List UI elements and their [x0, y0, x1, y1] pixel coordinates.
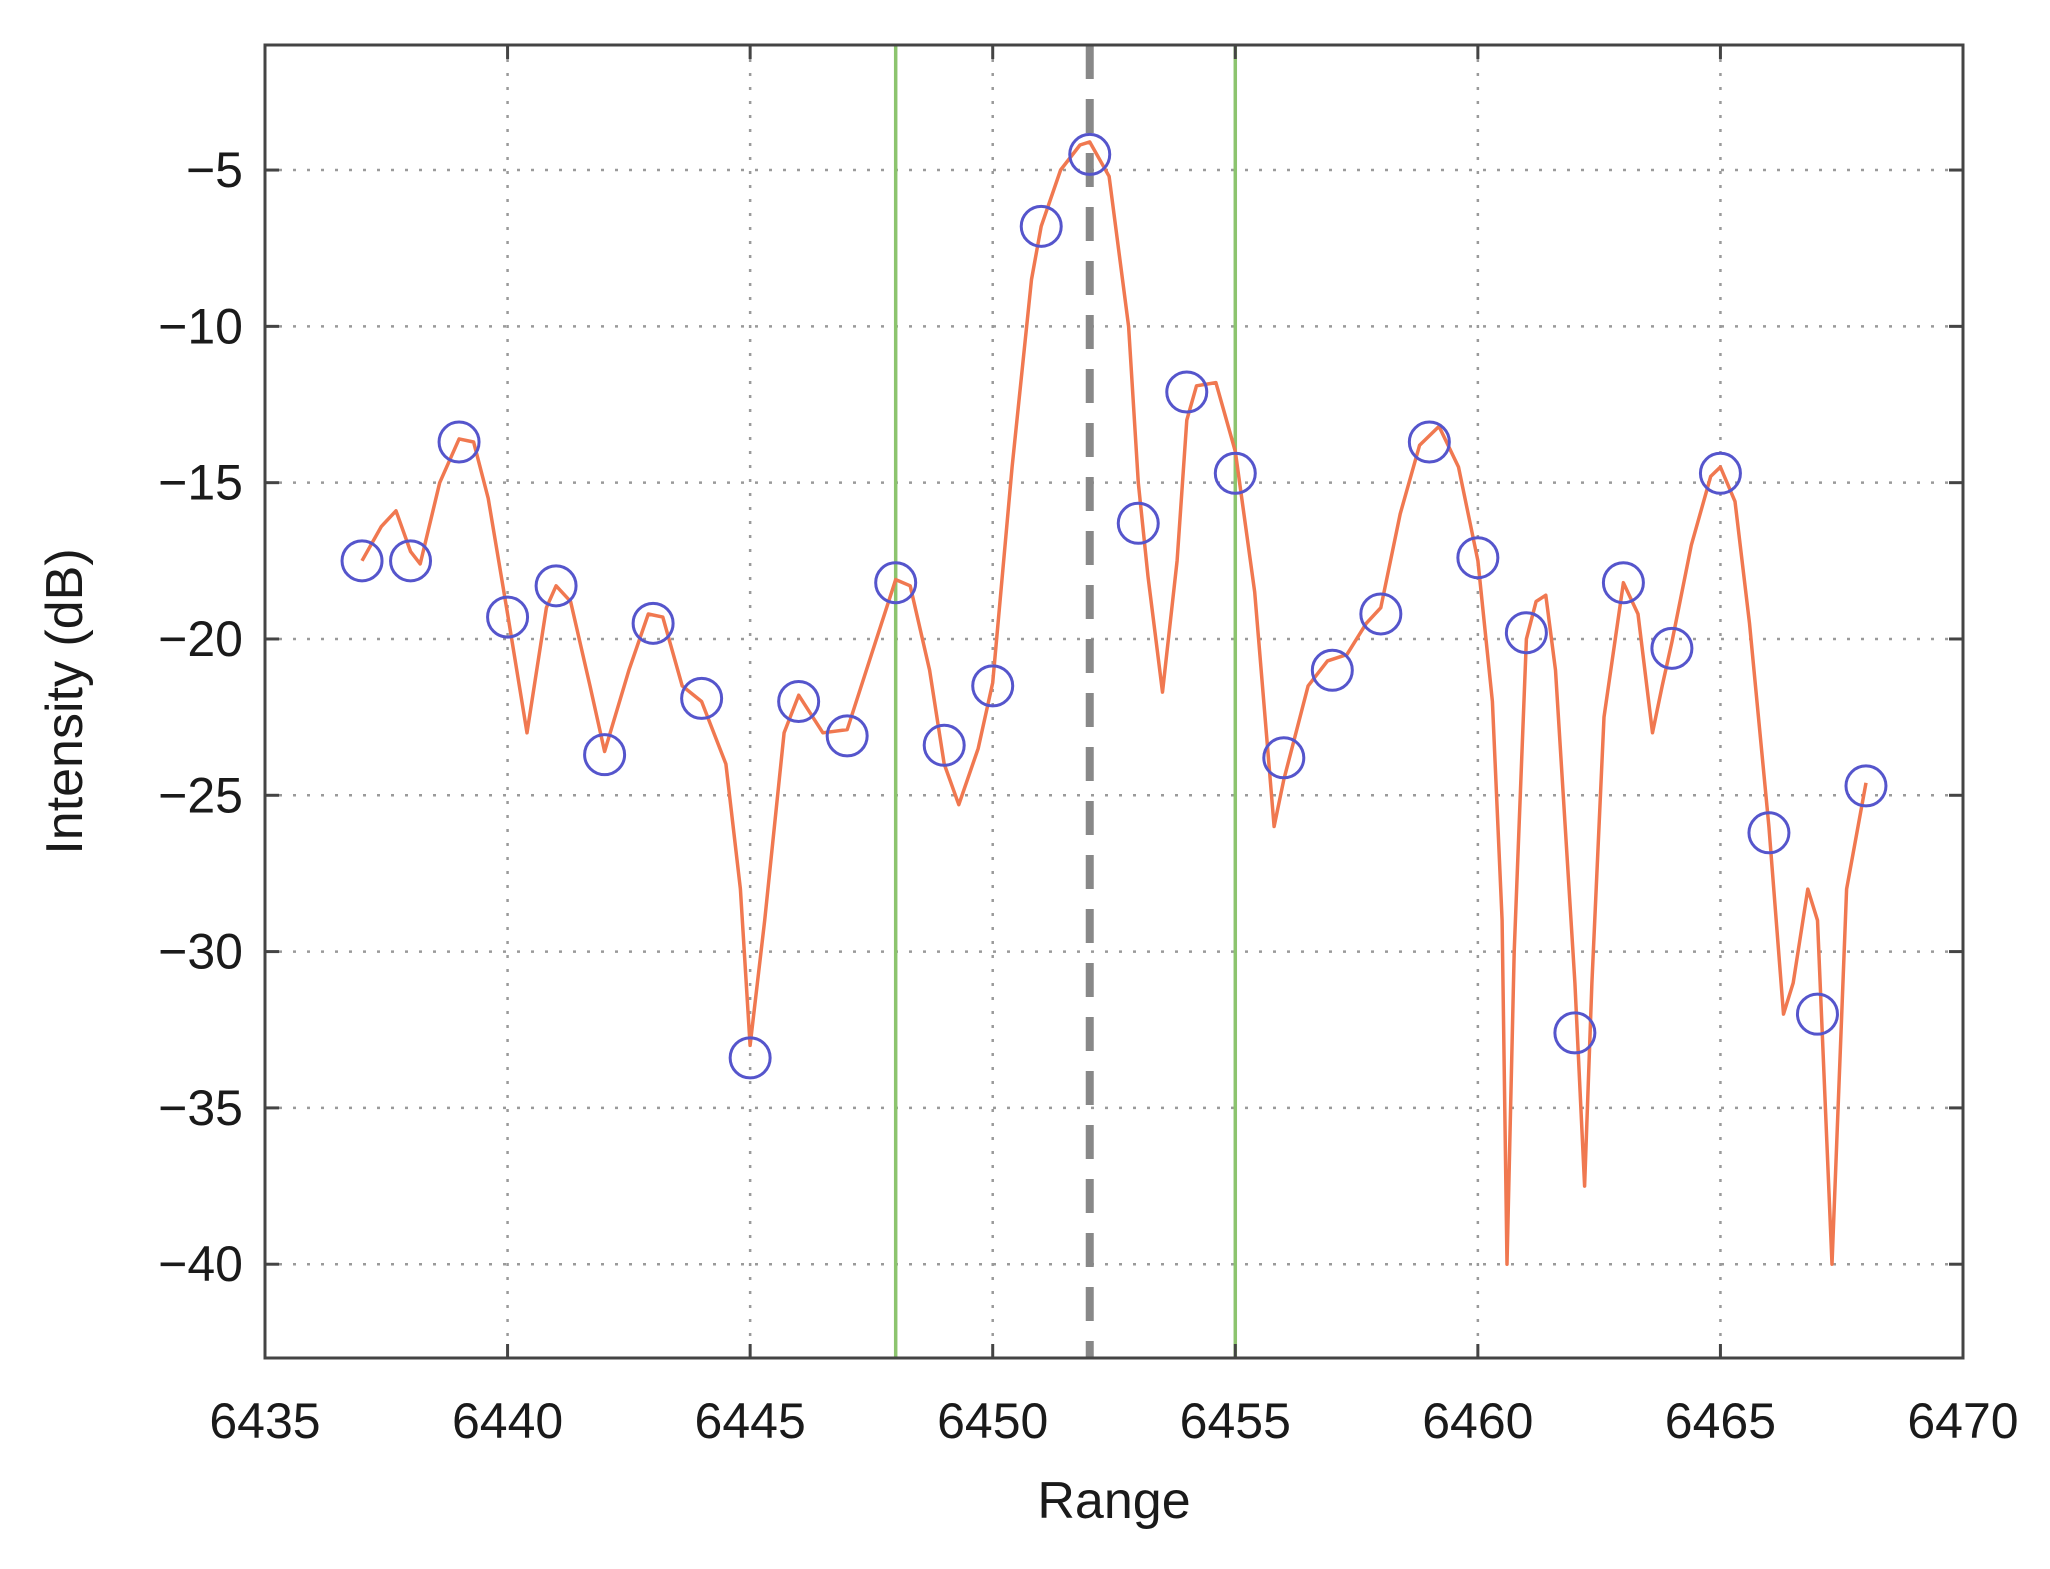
sample-point-marker [825, 714, 869, 758]
x-tick-label: 6455 [1180, 1393, 1291, 1449]
sample-point-marker [534, 564, 578, 608]
sample-point-marker [1601, 561, 1645, 605]
y-tick-label: −35 [158, 1080, 243, 1136]
sample-point-marker [1504, 611, 1548, 655]
sample-point-marker [1553, 1011, 1597, 1055]
axes-frame [263, 43, 1965, 1360]
interpolated-signal-line [360, 140, 1868, 1266]
sample-point-marker [1019, 204, 1063, 248]
sample-point-marker [1310, 648, 1354, 692]
sample-point-marker [1698, 451, 1742, 495]
y-tick-label: −5 [186, 142, 243, 198]
sample-point-marker [1747, 811, 1791, 855]
signal-line-layer [360, 140, 1868, 1266]
sample-point-marker [680, 676, 724, 720]
y-tick-label: −25 [158, 767, 243, 823]
sample-point-marker [631, 601, 675, 645]
reference-lines [893, 45, 1238, 1358]
sample-point-marker [1359, 592, 1403, 636]
sample-point-marker [874, 561, 918, 605]
sample-point-marker [971, 664, 1015, 708]
sample-point-marker [1795, 992, 1839, 1036]
grid-layer [265, 45, 1963, 1358]
sample-point-marker [1213, 451, 1257, 495]
sample-point-marker [583, 733, 627, 777]
sample-point-marker [1407, 420, 1451, 464]
sample-point-marker [1456, 536, 1500, 580]
x-axis-title: Range [1037, 1472, 1190, 1530]
sample-point-marker [922, 723, 966, 767]
sample-markers [340, 132, 1888, 1080]
x-tick-label: 6435 [209, 1393, 320, 1449]
x-tick-label: 6445 [695, 1393, 806, 1449]
x-tick-label: 6460 [1422, 1393, 1533, 1449]
x-tick-label: 6450 [937, 1393, 1048, 1449]
x-tick-label: 6440 [452, 1393, 563, 1449]
y-tick-label: −15 [158, 455, 243, 511]
sample-point-marker [1116, 501, 1160, 545]
sample-point-marker [1650, 626, 1694, 670]
y-tick-label: −20 [158, 611, 243, 667]
y-tick-label: −30 [158, 924, 243, 980]
sample-point-marker [389, 539, 433, 583]
x-tick-label: 6470 [1907, 1393, 2018, 1449]
sample-point-marker [1165, 370, 1209, 414]
sample-point-marker [728, 1036, 772, 1080]
axis-ticks: 6435 6440 6445 6450 6455 6460 6465 6470 −5 −10 −15… [158, 45, 2019, 1449]
y-axis-title: Intensity (dB) [36, 548, 94, 854]
sample-point-marker [486, 595, 530, 639]
sample-point-marker [777, 680, 821, 723]
sample-point-marker [1844, 764, 1888, 808]
sample-point-marker [1068, 132, 1112, 176]
y-tick-label: −10 [158, 298, 243, 354]
x-tick-label: 6465 [1665, 1393, 1776, 1449]
sample-point-marker [340, 539, 384, 583]
y-tick-label: −40 [158, 1236, 243, 1292]
sample-point-marker [1262, 736, 1306, 780]
sample-point-marker [437, 420, 481, 464]
